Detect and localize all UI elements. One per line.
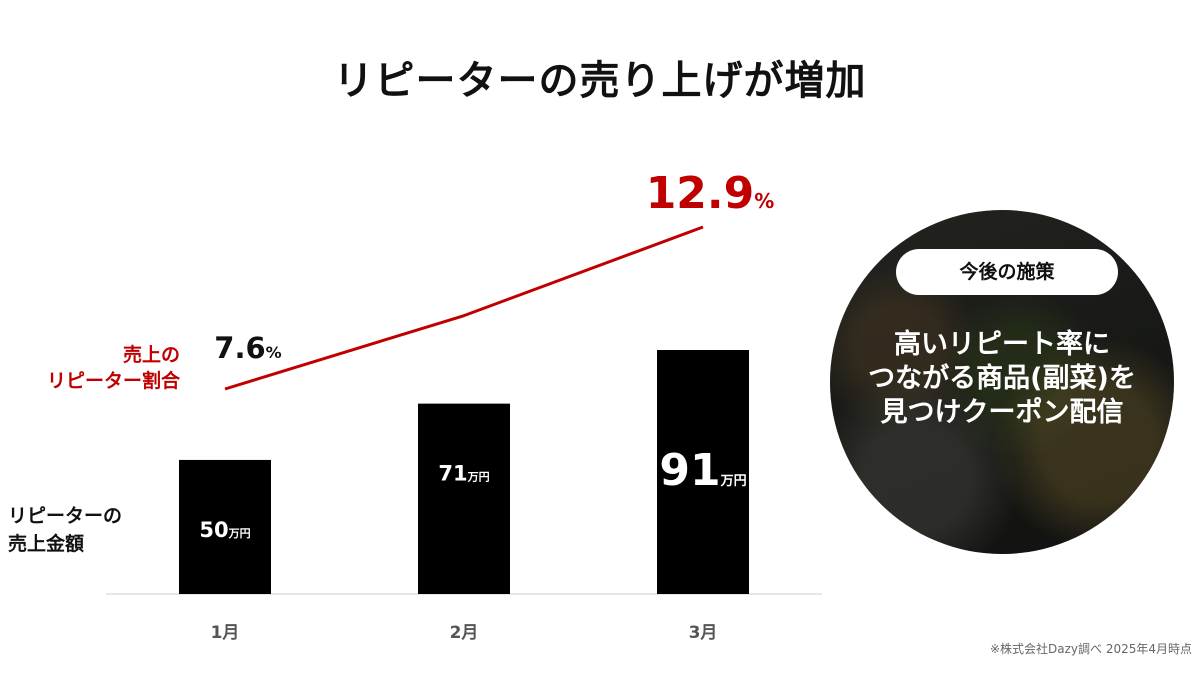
bar-value-label-1: 50万円 [199,518,250,542]
bar-1 [179,459,271,594]
page-title: リピーターの売り上げが増加 [333,58,867,104]
x-tick-label-2: 2月 [450,623,479,643]
bar-2 [418,403,510,594]
bar-value-label-3: 91万円 [659,445,746,496]
bar-series-label: リピーターの 売上金額 [8,505,123,555]
callout-pill: 今後の施策 [896,249,1118,295]
source-footnote: ※株式会社Dazy調べ 2025年4月時点 [989,642,1192,656]
x-tick-label-1: 1月 [211,623,240,643]
bar-3 [657,350,749,594]
line-value-label-1: 7.6% [214,331,281,365]
strategy-callout: 今後の施策 高いリピート率に つながる商品(副菜)を 見つけクーポン配信 [830,210,1174,554]
line-series-label: 売上の リピーター割合 [46,344,180,392]
chart: 50万円 71万円 91万円 1月 2月 3月 7.6% 12.9% [106,168,822,643]
x-tick-label-3: 3月 [689,623,718,643]
line-value-label-3: 12.9% [646,168,775,219]
ratio-line [224,225,704,391]
callout-text: 高いリピート率に つながる商品(副菜)を 見つけクーポン配信 [868,329,1136,428]
bar-value-label-2: 71万円 [438,462,489,486]
